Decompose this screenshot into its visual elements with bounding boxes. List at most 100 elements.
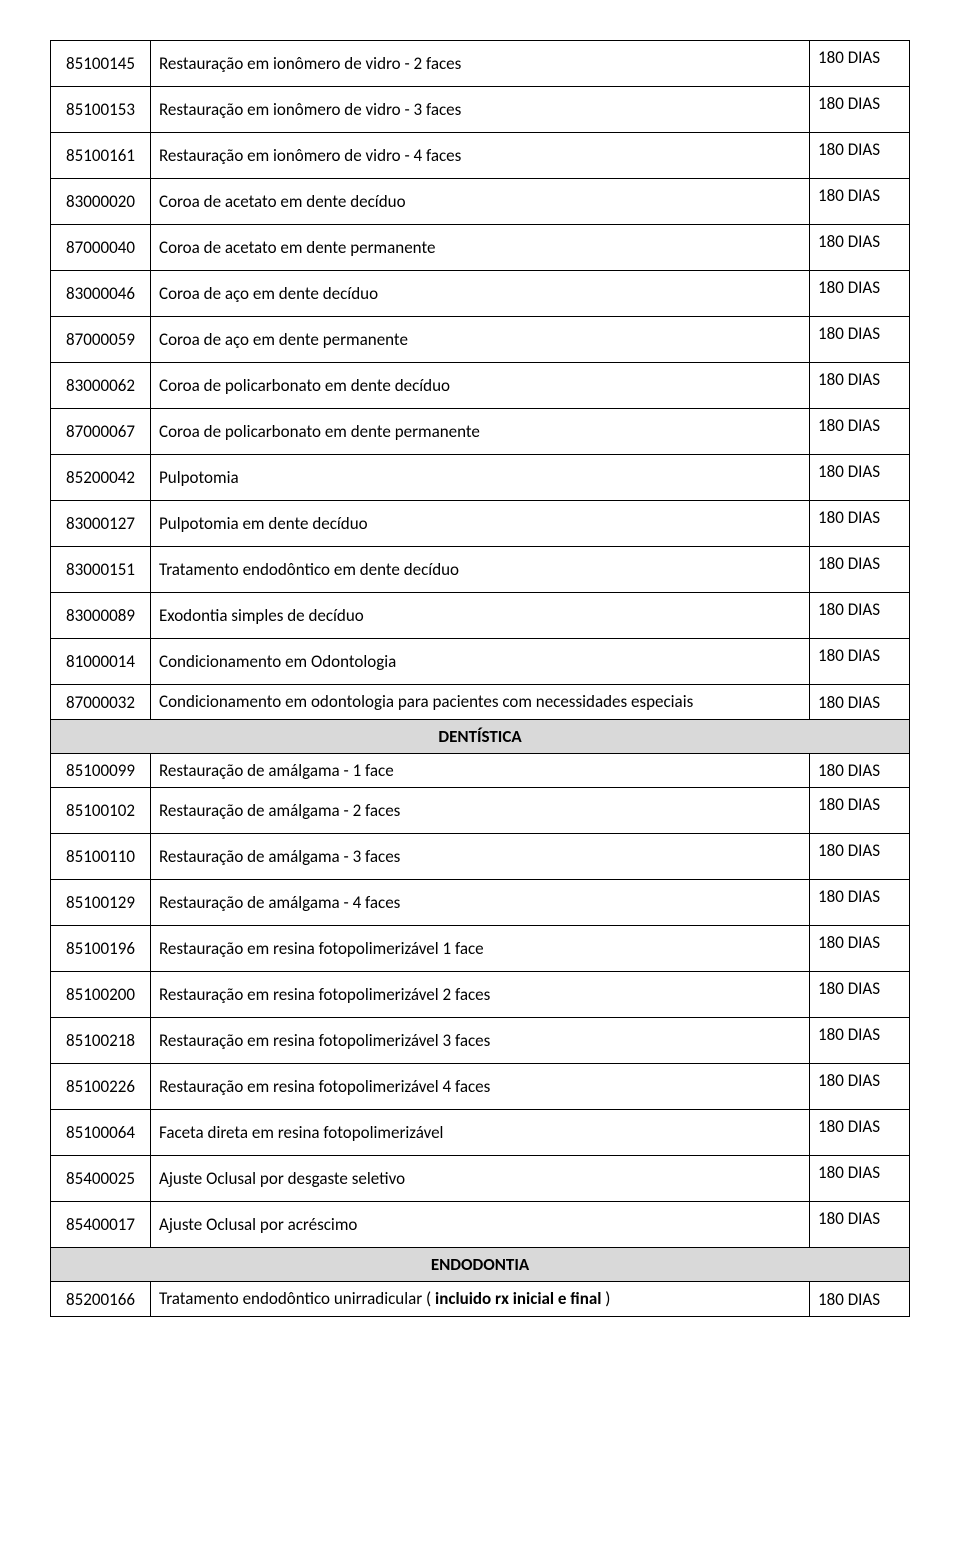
table-row: 85100153Restauração em ionômero de vidro… [51, 87, 910, 133]
procedure-period: 180 DIAS [810, 363, 910, 409]
table-row: 85100102Restauração de amálgama - 2 face… [51, 788, 910, 834]
section-row: ENDODONTIA [51, 1248, 910, 1282]
procedure-code: 85100099 [51, 754, 151, 788]
procedure-period: 180 DIAS [810, 179, 910, 225]
procedure-period: 180 DIAS [810, 1282, 910, 1317]
procedure-period: 180 DIAS [810, 1064, 910, 1110]
procedure-code: 85100226 [51, 1064, 151, 1110]
procedure-period: 180 DIAS [810, 547, 910, 593]
procedure-description: Restauração de amálgama - 3 faces [151, 834, 810, 880]
procedure-code: 83000151 [51, 547, 151, 593]
procedure-description: Tratamento endodôntico em dente decíduo [151, 547, 810, 593]
table-row: 85100200Restauração em resina fotopolime… [51, 972, 910, 1018]
procedure-period: 180 DIAS [810, 926, 910, 972]
procedures-table: 85100145Restauração em ionômero de vidro… [50, 40, 910, 1317]
procedure-description: Restauração em resina fotopolimerizável … [151, 972, 810, 1018]
table-row: 85100196Restauração em resina fotopolime… [51, 926, 910, 972]
procedure-description: Restauração em resina fotopolimerizável … [151, 1018, 810, 1064]
table-row: 85400017Ajuste Oclusal por acréscimo180 … [51, 1202, 910, 1248]
table-row: 85200166Tratamento endodôntico unirradic… [51, 1282, 910, 1317]
procedure-period: 180 DIAS [810, 834, 910, 880]
procedure-code: 85100129 [51, 880, 151, 926]
procedure-code: 85200166 [51, 1282, 151, 1317]
procedure-description: Coroa de acetato em dente permanente [151, 225, 810, 271]
procedure-code: 83000046 [51, 271, 151, 317]
procedure-description: Restauração em ionômero de vidro - 3 fac… [151, 87, 810, 133]
table-row: 87000040Coroa de acetato em dente perman… [51, 225, 910, 271]
table-row: 85100064Faceta direta em resina fotopoli… [51, 1110, 910, 1156]
procedure-description: Coroa de aço em dente permanente [151, 317, 810, 363]
table-row: 85100129Restauração de amálgama - 4 face… [51, 880, 910, 926]
procedure-description: Condicionamento em odontologia para paci… [151, 685, 810, 720]
procedure-description: Ajuste Oclusal por acréscimo [151, 1202, 810, 1248]
procedure-code: 87000067 [51, 409, 151, 455]
table-row: 85100110Restauração de amálgama - 3 face… [51, 834, 910, 880]
procedure-period: 180 DIAS [810, 271, 910, 317]
table-row: 81000014Condicionamento em Odontologia18… [51, 639, 910, 685]
procedure-period: 180 DIAS [810, 1110, 910, 1156]
section-row: DENTÍSTICA [51, 720, 910, 754]
table-row: 87000059Coroa de aço em dente permanente… [51, 317, 910, 363]
table-row: 83000062Coroa de policarbonato em dente … [51, 363, 910, 409]
procedure-description: Condicionamento em Odontologia [151, 639, 810, 685]
procedure-code: 87000059 [51, 317, 151, 363]
procedure-description: Coroa de policarbonato em dente permanen… [151, 409, 810, 455]
procedure-period: 180 DIAS [810, 880, 910, 926]
procedure-code: 85100064 [51, 1110, 151, 1156]
procedure-description: Restauração de amálgama - 4 faces [151, 880, 810, 926]
procedure-description: Pulpotomia [151, 455, 810, 501]
procedure-description: Tratamento endodôntico unirradicular ( i… [151, 1282, 810, 1317]
procedure-description: Coroa de aço em dente decíduo [151, 271, 810, 317]
procedure-code: 85100200 [51, 972, 151, 1018]
procedure-period: 180 DIAS [810, 1018, 910, 1064]
procedure-code: 83000020 [51, 179, 151, 225]
procedure-period: 180 DIAS [810, 41, 910, 87]
procedure-period: 180 DIAS [810, 593, 910, 639]
table-row: 83000151Tratamento endodôntico em dente … [51, 547, 910, 593]
procedure-period: 180 DIAS [810, 225, 910, 271]
procedure-code: 87000032 [51, 685, 151, 720]
procedure-code: 85100153 [51, 87, 151, 133]
procedure-code: 85100161 [51, 133, 151, 179]
procedure-code: 85400017 [51, 1202, 151, 1248]
procedure-code: 85100110 [51, 834, 151, 880]
table-row: 85100161Restauração em ionômero de vidro… [51, 133, 910, 179]
procedure-code: 83000127 [51, 501, 151, 547]
procedure-code: 81000014 [51, 639, 151, 685]
procedure-period: 180 DIAS [810, 685, 910, 720]
table-row: 83000020Coroa de acetato em dente decídu… [51, 179, 910, 225]
procedure-period: 180 DIAS [810, 501, 910, 547]
procedure-period: 180 DIAS [810, 409, 910, 455]
procedure-code: 87000040 [51, 225, 151, 271]
section-header: DENTÍSTICA [51, 720, 910, 754]
procedure-description: Restauração em resina fotopolimerizável … [151, 926, 810, 972]
table-row: 85200042Pulpotomia180 DIAS [51, 455, 910, 501]
procedure-code: 83000062 [51, 363, 151, 409]
procedure-description: Faceta direta em resina fotopolimerizáve… [151, 1110, 810, 1156]
table-row: 85100218Restauração em resina fotopolime… [51, 1018, 910, 1064]
table-row: 83000127Pulpotomia em dente decíduo180 D… [51, 501, 910, 547]
procedure-code: 83000089 [51, 593, 151, 639]
table-row: 83000089Exodontia simples de decíduo180 … [51, 593, 910, 639]
procedure-description: Coroa de acetato em dente decíduo [151, 179, 810, 225]
table-row: 85400025Ajuste Oclusal por desgaste sele… [51, 1156, 910, 1202]
procedure-description: Pulpotomia em dente decíduo [151, 501, 810, 547]
procedure-description: Restauração em ionômero de vidro - 2 fac… [151, 41, 810, 87]
procedure-code: 85100196 [51, 926, 151, 972]
procedure-period: 180 DIAS [810, 87, 910, 133]
procedure-period: 180 DIAS [810, 1156, 910, 1202]
procedure-description: Restauração de amálgama - 2 faces [151, 788, 810, 834]
table-row: 87000067Coroa de policarbonato em dente … [51, 409, 910, 455]
procedure-description: Exodontia simples de decíduo [151, 593, 810, 639]
table-row: 83000046Coroa de aço em dente decíduo180… [51, 271, 910, 317]
procedure-description: Ajuste Oclusal por desgaste seletivo [151, 1156, 810, 1202]
table-row: 85100226Restauração em resina fotopolime… [51, 1064, 910, 1110]
procedure-description: Restauração de amálgama - 1 face [151, 754, 810, 788]
procedure-period: 180 DIAS [810, 1202, 910, 1248]
procedure-code: 85400025 [51, 1156, 151, 1202]
procedure-period: 180 DIAS [810, 754, 910, 788]
procedure-period: 180 DIAS [810, 133, 910, 179]
procedure-period: 180 DIAS [810, 972, 910, 1018]
section-header: ENDODONTIA [51, 1248, 910, 1282]
procedure-description: Restauração em ionômero de vidro - 4 fac… [151, 133, 810, 179]
